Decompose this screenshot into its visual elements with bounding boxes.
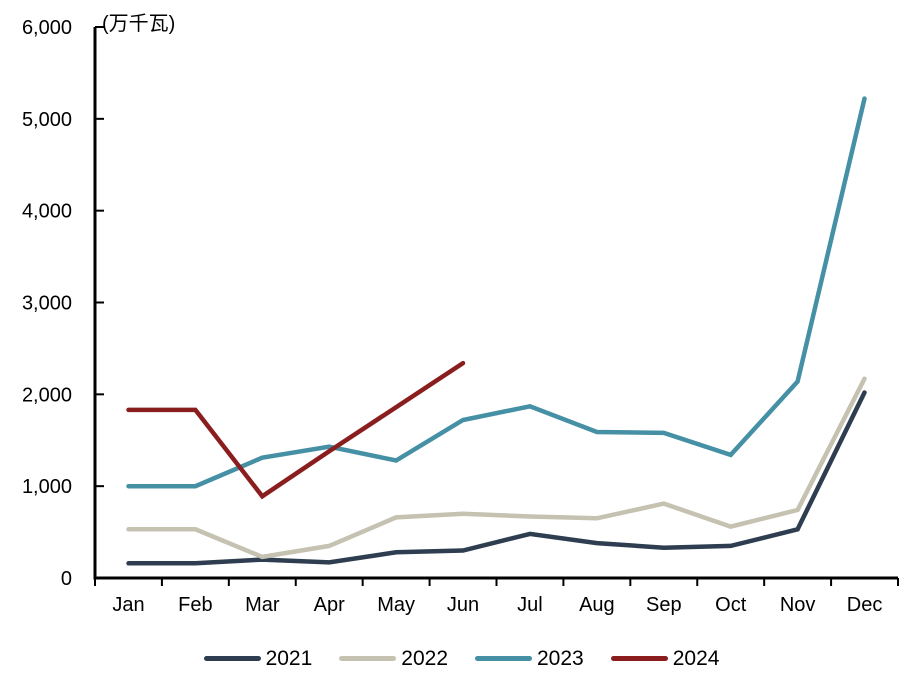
- legend-swatch-2022: [339, 655, 397, 661]
- y-tick-label: 0: [61, 568, 72, 590]
- x-tick-label: Mar: [245, 594, 280, 616]
- x-tick-label: Jul: [517, 594, 543, 616]
- y-tick-label: 5,000: [22, 109, 72, 131]
- legend-swatch-2023: [475, 655, 532, 661]
- x-tick-label: Jan: [112, 594, 144, 616]
- legend-swatch-2021: [203, 655, 261, 661]
- x-tick-label: Feb: [178, 594, 212, 616]
- chart-legend: 2021 2022 2023 2024: [0, 641, 923, 675]
- y-tick-label: 3,000: [22, 293, 72, 315]
- y-tick-label: 4,000: [22, 201, 72, 223]
- x-tick-label: Oct: [715, 594, 747, 616]
- axis-lines: [93, 27, 898, 580]
- x-tick-label: Jun: [447, 594, 479, 616]
- x-tick-label: Sep: [646, 594, 682, 616]
- y-tick-label: 1,000: [22, 476, 72, 498]
- legend-label-2021: 2021: [265, 646, 313, 670]
- legend-item-2022: 2022: [339, 648, 448, 669]
- legend-label-2023: 2023: [537, 646, 584, 670]
- legend-swatch-2024: [610, 655, 668, 661]
- y-tick-label: 2,000: [22, 384, 72, 406]
- x-tick-label: May: [377, 594, 415, 616]
- series-line-2023: [126, 96, 867, 489]
- y-tick-label: 6,000: [22, 17, 72, 39]
- legend-label-2024: 2024: [672, 646, 720, 670]
- x-tick-label: Apr: [314, 594, 345, 616]
- legend-item-2021: 2021: [203, 646, 313, 670]
- series-line-2021: [126, 390, 867, 566]
- legend-item-2023: 2023: [475, 648, 584, 669]
- legend-label-2022: 2022: [401, 646, 448, 670]
- x-tick-label: Aug: [579, 594, 615, 616]
- series-line-2024: [126, 360, 466, 500]
- series-line-2022: [126, 376, 867, 560]
- line-chart: (万千瓦) 0 1,000 2,000 3,000 4,000 5,000 6,000 Jan…: [22, 12, 899, 616]
- x-tick-label: Dec: [847, 594, 883, 616]
- legend-item-2024: 2024: [610, 646, 720, 670]
- y-axis-unit-label: (万千瓦): [102, 12, 175, 35]
- x-tick-label: Nov: [780, 594, 816, 616]
